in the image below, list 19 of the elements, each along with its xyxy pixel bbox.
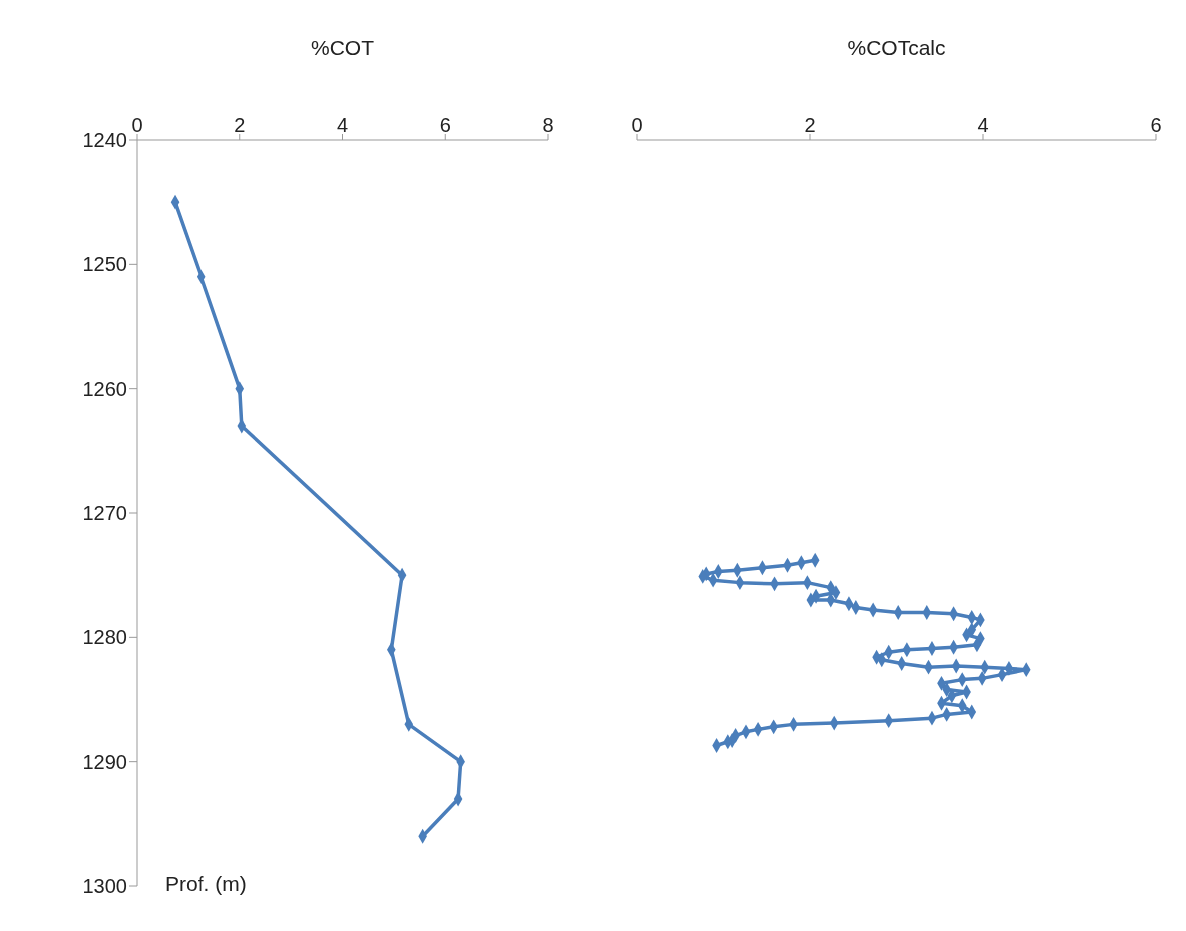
y-tick-label: 1280 [82, 626, 127, 649]
x-tick-label: 0 [631, 114, 643, 136]
x-tick-label: 6 [439, 114, 451, 136]
y-tick-label: 1300 [82, 875, 127, 898]
x-axis-title: %COTcalc [847, 35, 946, 59]
x-tick-label: 2 [234, 114, 246, 136]
x-tick-label: 6 [1150, 114, 1162, 136]
x-tick-label: 0 [131, 114, 143, 136]
x-tick-label: 4 [336, 114, 349, 136]
y-tick-label: 1240 [82, 129, 127, 152]
y-tick-label: 1290 [82, 750, 127, 773]
x-tick-label: 2 [804, 114, 816, 136]
x-tick-label: 8 [542, 114, 554, 136]
x-axis-title: %COT [311, 35, 375, 59]
y-tick-label: 1260 [82, 377, 127, 400]
x-tick-label: 4 [977, 114, 989, 136]
y-axis-title: Prof. (m) [165, 872, 247, 896]
y-tick-label: 1250 [82, 253, 127, 276]
y-tick-label: 1270 [82, 502, 127, 525]
